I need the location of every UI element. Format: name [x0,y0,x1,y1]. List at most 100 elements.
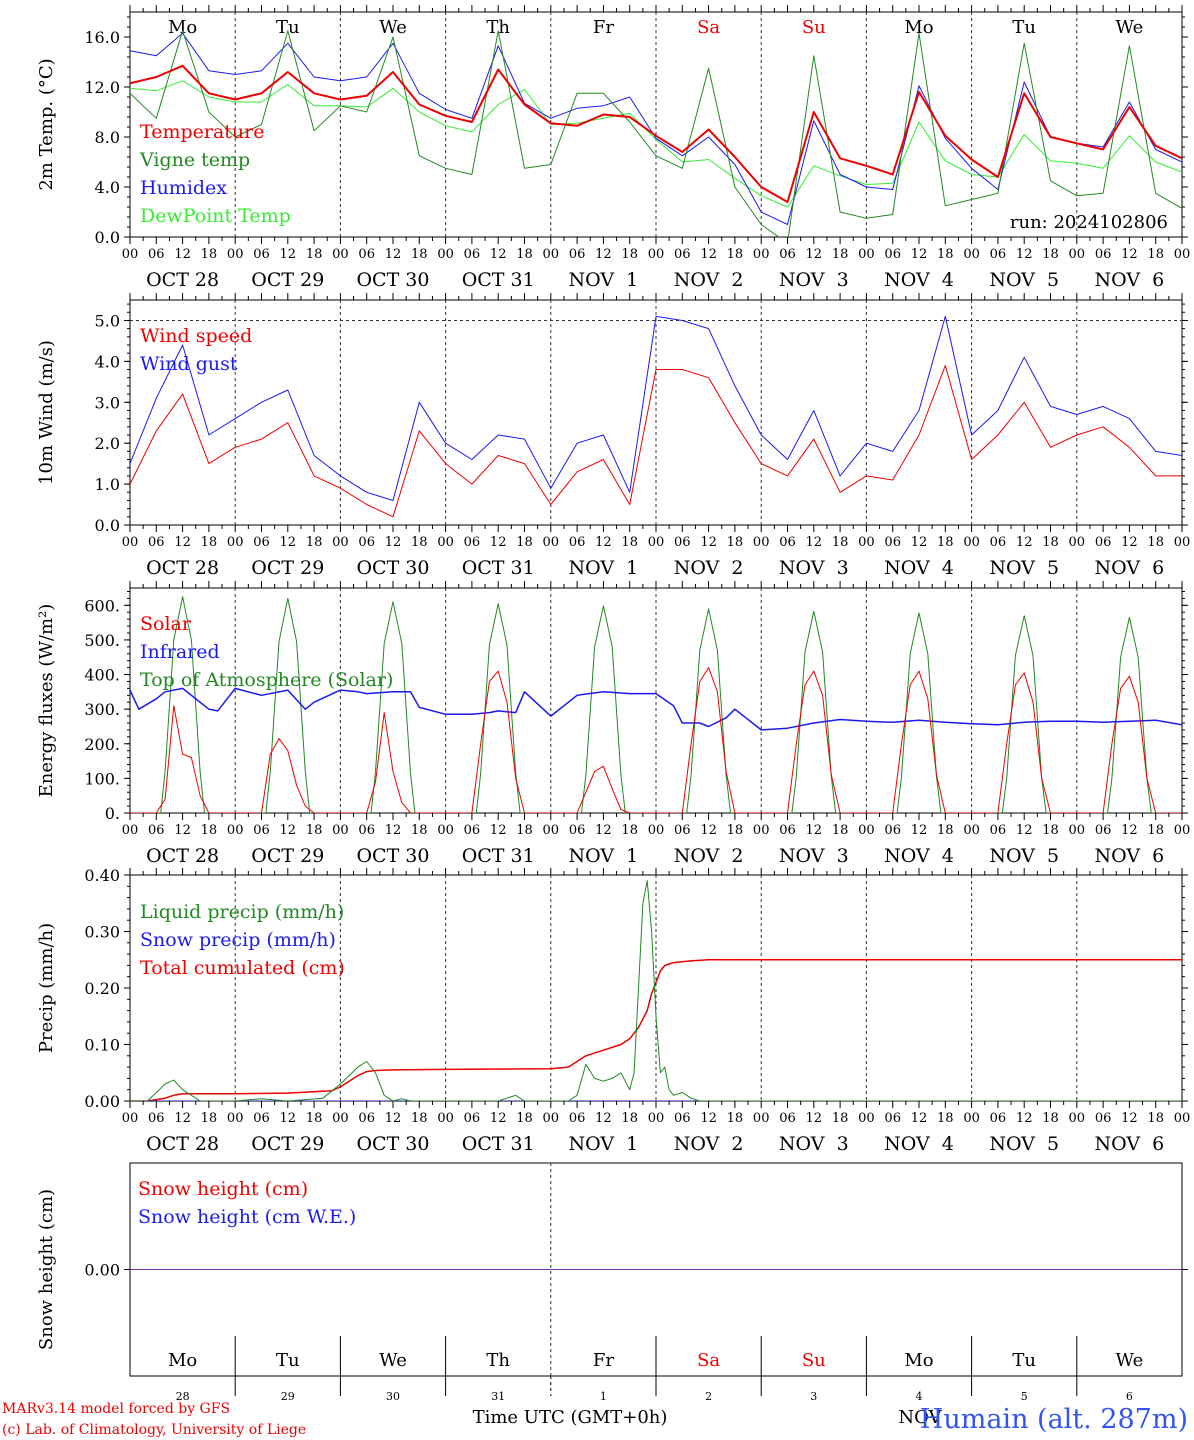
hour-tick-label: 12 [595,1111,612,1126]
y-tick-label: 0.30 [84,923,120,942]
legend-entry: DewPoint Temp [140,205,291,227]
date-label: OCT 30 [356,557,429,579]
day-number-label: 29 [281,1390,295,1403]
hour-tick-label: 06 [569,247,586,262]
hour-tick-label: 06 [884,1111,901,1126]
hour-tick-label: 18 [201,1111,218,1126]
y-tick-label: 0.00 [84,1261,120,1280]
hour-tick-label: 12 [595,823,612,838]
y-tick-label: 0.00 [84,1092,120,1111]
legend-entry: Snow height (cm) [138,1178,308,1200]
y-tick-label: 5.0 [95,311,120,330]
y-tick-label: 0.40 [84,866,120,885]
legend-entry: Humidex [140,177,227,199]
legend-entry: Infrared [140,641,220,663]
hour-tick-label: 00 [753,823,770,838]
hour-tick-label: 18 [937,247,954,262]
series-line-top-of-atmosphere-solar [130,596,1182,813]
legend-entry: Top of Atmosphere (Solar) [140,669,393,691]
hour-tick-label: 00 [963,823,980,838]
legend-entry: Wind gust [140,353,238,375]
hour-tick-label: 00 [227,823,244,838]
hour-tick-label: 00 [437,1111,454,1126]
legend-entry: Temperature [140,121,264,143]
hour-tick-label: 00 [227,247,244,262]
weekday-label: Fr [593,1350,614,1371]
hour-tick-label: 18 [306,823,323,838]
date-label: NOV 1 [569,845,639,867]
hour-tick-label: 06 [464,823,481,838]
hour-tick-label: 00 [332,535,349,550]
series-line-humidex [130,32,1182,225]
hour-tick-label: 12 [385,535,402,550]
hour-tick-label: 18 [201,535,218,550]
hour-tick-label: 00 [1174,1111,1191,1126]
hour-tick-label: 06 [884,535,901,550]
date-label: OCT 31 [462,845,535,867]
hour-tick-label: 18 [727,1111,744,1126]
series-line-temperature [130,64,1182,203]
date-label: NOV 1 [569,269,639,291]
y-tick-label: 0. [105,804,120,823]
day-number-label: 6 [1126,1390,1133,1403]
hour-tick-label: 12 [174,1111,191,1126]
hour-tick-label: 18 [1147,535,1164,550]
date-label: OCT 29 [251,1133,324,1155]
y-tick-label: 2.0 [95,434,120,453]
hour-tick-label: 12 [1016,823,1033,838]
hour-tick-label: 12 [280,535,297,550]
y-tick-label: 500. [84,631,120,650]
plot-frame [129,299,1183,526]
series-line-wind-gust [130,315,1182,501]
series-line-infrared [130,687,1182,731]
hour-tick-label: 06 [464,1111,481,1126]
hour-tick-label: 12 [280,247,297,262]
date-label: NOV 2 [674,1133,744,1155]
legend-entry: Solar [140,613,192,635]
hour-tick-label: 18 [306,1111,323,1126]
hour-tick-label: 12 [911,535,928,550]
hour-tick-label: 12 [490,535,507,550]
y-axis-title: Energy fluxes (W/m²) [36,604,57,798]
hour-tick-label: 06 [148,247,165,262]
hour-tick-label: 18 [832,823,849,838]
legend-entry: Snow height (cm W.E.) [138,1206,356,1228]
hour-tick-label: 18 [411,535,428,550]
hour-tick-label: 12 [490,1111,507,1126]
hour-tick-label: 18 [1147,823,1164,838]
legend-entry: Vigne temp [139,149,250,171]
weekday-label: Fr [593,17,614,38]
date-label: NOV 3 [779,845,849,867]
hour-tick-label: 00 [1174,535,1191,550]
day-number-label: 5 [1021,1390,1028,1403]
hour-tick-label: 00 [963,247,980,262]
hour-tick-label: 06 [779,535,796,550]
date-label: NOV 1 [569,1133,639,1155]
hour-tick-label: 12 [806,535,823,550]
panel-1: 0.0 4.0 8.0 12.0 16.0 00 06 12 18 00 06 12 18 00 06 12 1… [36,5,1190,291]
date-label: OCT 29 [251,269,324,291]
weekday-label: Su [802,1350,826,1371]
station-name: Humain (alt. 287m) [920,1404,1188,1435]
hour-tick-label: 06 [779,1111,796,1126]
hour-tick-label: 18 [621,535,638,550]
hour-tick-label: 12 [385,823,402,838]
date-label: NOV 3 [779,557,849,579]
panel-4: 0.00 0.10 0.20 0.30 0.40 00 06 12 18 00 06 12 18 00 06… [36,866,1190,1155]
hour-tick-label: 06 [253,247,270,262]
y-axis-title: 10m Wind (m/s) [36,340,57,485]
legend-entry: Total cumulated (cm) [140,957,345,979]
series-line-solar [130,667,1182,813]
hour-tick-label: 06 [253,823,270,838]
hour-tick-label: 12 [385,247,402,262]
y-tick-label: 16.0 [84,28,120,47]
y-tick-label: 600. [84,596,120,615]
hour-tick-label: 18 [727,247,744,262]
series-line-total-cumulated-cm [130,959,1182,1101]
hour-tick-label: 06 [1095,247,1112,262]
weekday-label: Th [486,17,510,38]
hour-tick-label: 00 [858,535,875,550]
hour-tick-label: 18 [832,535,849,550]
y-tick-label: 0.0 [95,516,120,535]
hour-tick-label: 06 [990,535,1007,550]
